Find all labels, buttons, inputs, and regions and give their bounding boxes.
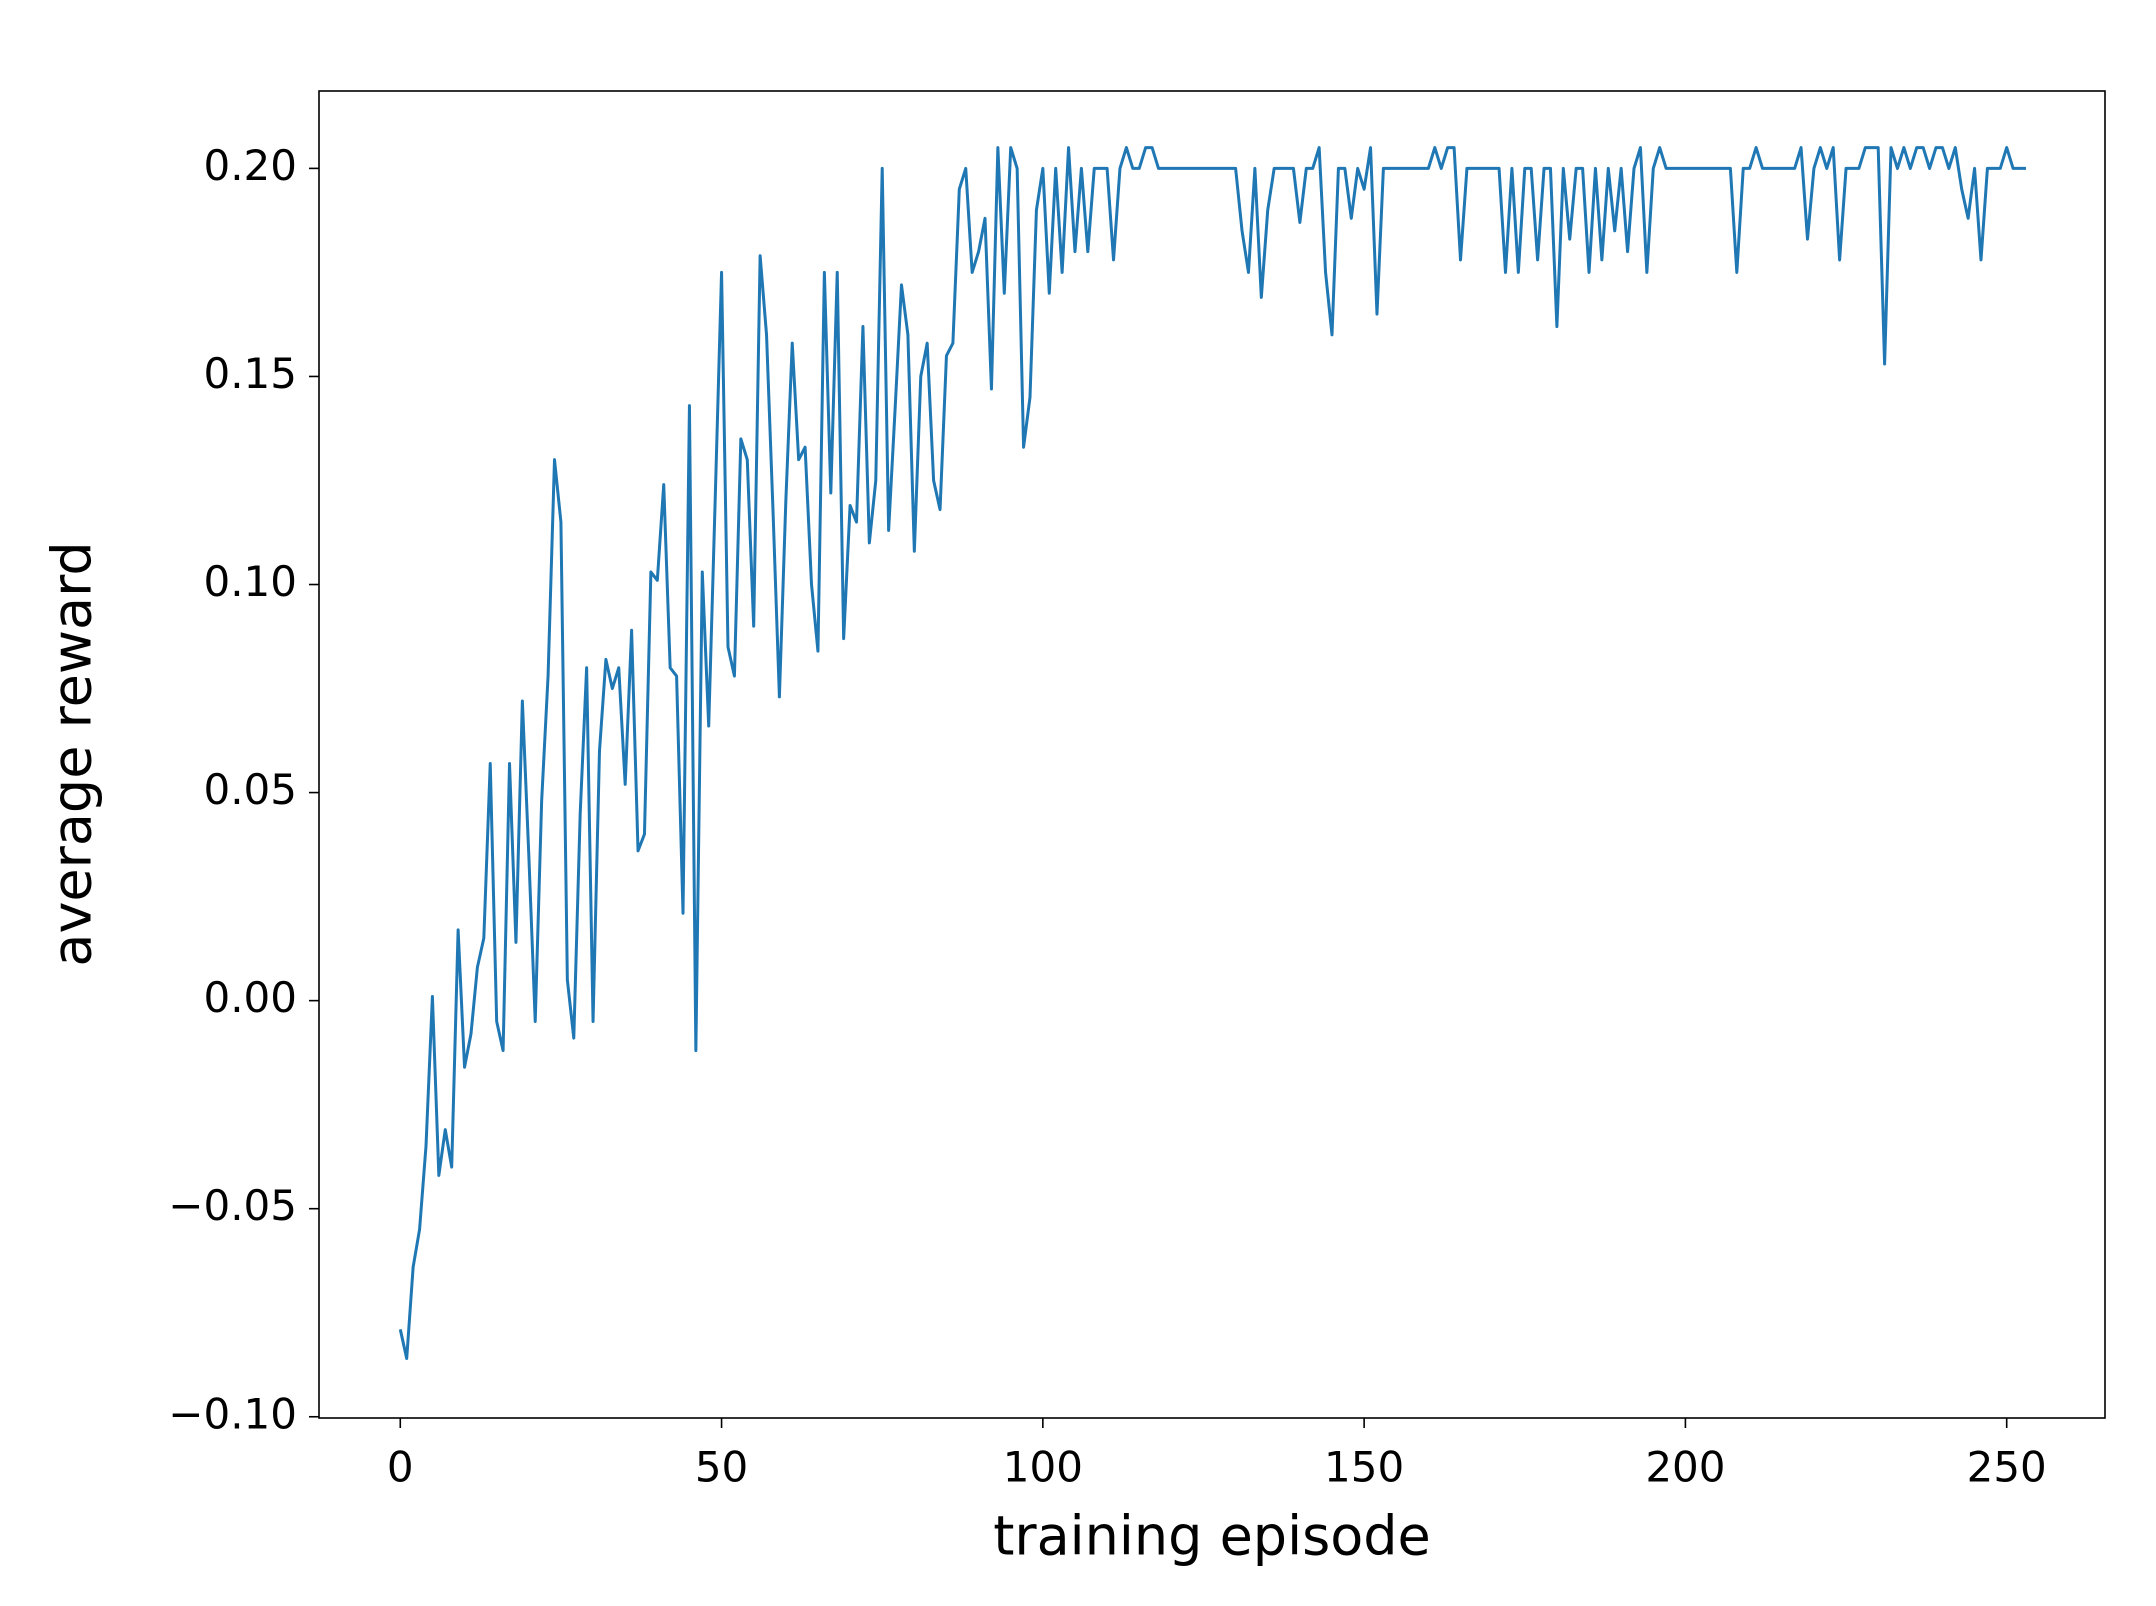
y-tick-label: −0.05: [168, 1181, 297, 1230]
y-tick-label: 0.05: [203, 765, 297, 814]
x-tick-label: 200: [1645, 1443, 1725, 1492]
y-tick-label: 0.20: [203, 141, 297, 190]
x-tick-label: 250: [1967, 1443, 2047, 1492]
data-line: [398, 146, 2026, 1360]
y-tick-label: −0.10: [168, 1389, 297, 1438]
x-tick-label: 150: [1324, 1443, 1404, 1492]
y-tick-label: 0.00: [203, 973, 297, 1022]
y-axis-label: average reward: [41, 541, 104, 966]
x-tick-label: 50: [695, 1443, 748, 1492]
x-axis-label: training episode: [993, 1505, 1431, 1568]
y-tick-label: 0.15: [203, 349, 297, 398]
x-tick-label: 100: [1003, 1443, 1083, 1492]
x-tick-label: 0: [387, 1443, 414, 1492]
y-tick-label: 0.10: [203, 557, 297, 606]
plot-frame: [318, 90, 2106, 1419]
